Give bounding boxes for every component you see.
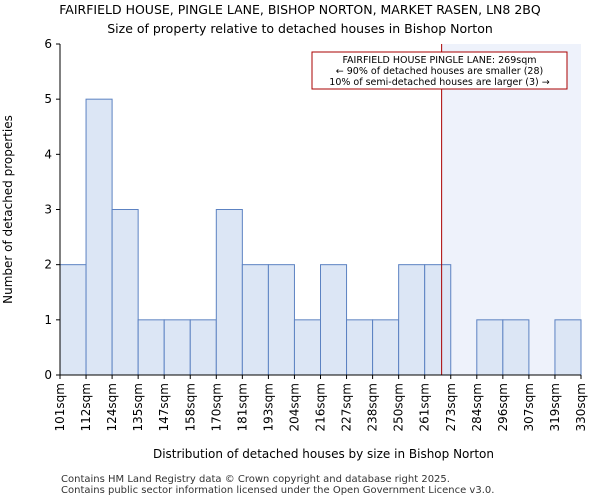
x-tick-label: 319sqm <box>548 383 562 431</box>
bar-101sqm <box>59 264 87 376</box>
y-tick-label: 1 <box>44 313 52 327</box>
bar-181sqm <box>241 264 269 376</box>
y-tick-label: 6 <box>44 37 52 51</box>
x-tick-label: 181sqm <box>235 383 249 431</box>
bar-204sqm <box>293 319 322 376</box>
bar-250sqm <box>398 264 426 376</box>
x-tick-label: 284sqm <box>470 383 484 431</box>
x-tick-label: 250sqm <box>392 383 406 431</box>
bar-170sqm <box>215 209 243 376</box>
x-tick-label: 112sqm <box>79 383 93 431</box>
y-tick-label: 5 <box>44 92 52 106</box>
bar-261sqm <box>424 264 452 376</box>
footer-licence: Contains public sector information licen… <box>61 485 495 496</box>
y-tick-label: 4 <box>44 147 52 161</box>
bar-227sqm <box>346 319 374 376</box>
x-tick-label: 307sqm <box>522 383 536 431</box>
y-axis-label: Number of detached properties <box>1 115 15 304</box>
bar-238sqm <box>372 319 400 376</box>
annotation-line: FAIRFIELD HOUSE PINGLE LANE: 269sqm <box>342 55 536 66</box>
x-tick-label: 101sqm <box>53 383 67 431</box>
bar-158sqm <box>189 319 217 376</box>
chart-subtitle: Size of property relative to detached ho… <box>107 21 493 36</box>
x-tick-label: 193sqm <box>261 383 275 431</box>
annotation-line: ← 90% of detached houses are smaller (28… <box>336 66 543 77</box>
x-tick-label: 135sqm <box>131 383 145 431</box>
bar-135sqm <box>137 319 165 376</box>
x-tick-label: 204sqm <box>287 383 301 431</box>
bar-296sqm <box>502 319 530 376</box>
bar-124sqm <box>111 209 139 376</box>
chart-title: FAIRFIELD HOUSE, PINGLE LANE, BISHOP NOR… <box>59 2 541 17</box>
x-tick-label: 330sqm <box>574 383 588 431</box>
bar-112sqm <box>85 98 113 376</box>
bar-147sqm <box>163 319 191 376</box>
y-tick-label: 2 <box>44 258 52 272</box>
x-tick-label: 147sqm <box>157 383 171 431</box>
x-tick-label: 124sqm <box>105 383 119 431</box>
x-tick-label: 216sqm <box>314 383 328 431</box>
bar-319sqm <box>554 319 582 376</box>
bar-193sqm <box>267 264 295 376</box>
annotation-box <box>311 51 568 90</box>
x-tick-label: 296sqm <box>496 383 510 431</box>
x-tick-label: 238sqm <box>366 383 380 431</box>
y-tick-label: 3 <box>44 203 52 217</box>
bar-284sqm <box>476 319 504 376</box>
x-tick-label: 170sqm <box>209 383 223 431</box>
bar-216sqm <box>320 264 348 376</box>
x-tick-label: 273sqm <box>444 383 458 431</box>
y-tick-label: 0 <box>44 368 52 382</box>
x-tick-label: 261sqm <box>418 383 432 431</box>
x-tick-label: 158sqm <box>183 383 197 431</box>
footer-copyright: Contains HM Land Registry data © Crown c… <box>61 474 450 485</box>
x-axis-label: Distribution of detached houses by size … <box>153 447 494 461</box>
x-tick-label: 227sqm <box>340 383 354 431</box>
annotation-line: 10% of semi-detached houses are larger (… <box>329 77 549 88</box>
